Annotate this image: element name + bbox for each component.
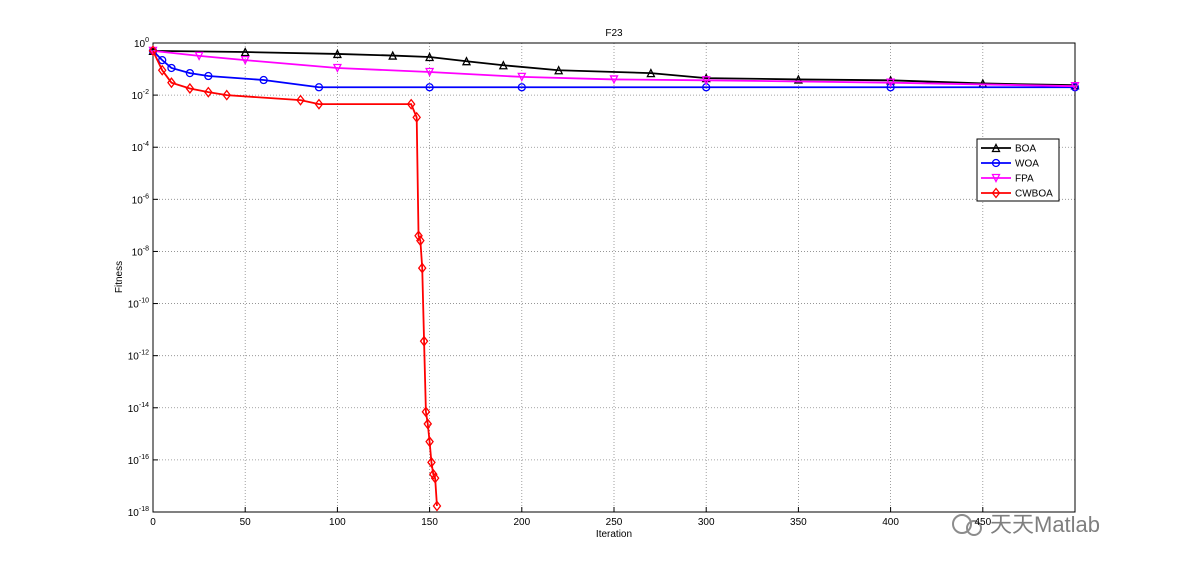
legend-marker: [991, 187, 1001, 199]
marker: [646, 68, 656, 78]
y-tick-label: 10-12: [128, 350, 149, 363]
series-line: [152, 49, 1076, 88]
y-tick-label: 100: [134, 37, 149, 50]
x-tick-label: 50: [240, 517, 252, 528]
legend-label: CWBOA: [1015, 189, 1053, 200]
marker: [416, 235, 425, 247]
x-axis-label: Iteration: [596, 529, 632, 540]
y-tick-label: 10-10: [128, 298, 149, 311]
series-line: [152, 50, 1075, 89]
chart-title: F23: [605, 28, 623, 39]
marker: [427, 456, 436, 468]
marker: [167, 63, 176, 73]
marker: [406, 98, 416, 110]
marker: [793, 74, 803, 84]
legend-label: WOA: [1015, 159, 1039, 170]
y-tick-label: 10-2: [132, 89, 149, 102]
marker: [886, 83, 895, 92]
marker: [259, 75, 268, 85]
marker: [1070, 82, 1080, 92]
marker: [609, 75, 619, 85]
marker: [425, 83, 434, 92]
series-line: [152, 50, 438, 507]
y-tick-label: 10-14: [128, 402, 149, 415]
x-tick-label: 150: [421, 517, 438, 528]
marker: [203, 86, 213, 98]
marker: [421, 406, 431, 418]
marker: [148, 45, 158, 57]
x-tick-label: 250: [606, 517, 623, 528]
marker: [222, 89, 232, 101]
marker: [185, 82, 195, 95]
legend-box: [976, 138, 1060, 202]
marker: [517, 72, 527, 82]
x-tick-label: 0: [150, 517, 156, 528]
series: [148, 46, 1080, 92]
legend-label: FPA: [1015, 174, 1034, 185]
marker: [425, 67, 435, 77]
watermark-text: 天天Matlab: [990, 512, 1100, 537]
y-tick-label: 10-8: [132, 245, 149, 258]
legend: BOA WOA FPA CWBOA: [976, 138, 1060, 202]
marker: [412, 111, 422, 123]
marker: [461, 56, 472, 66]
series: [148, 45, 1080, 90]
marker: [554, 65, 564, 75]
legend-marker: [991, 173, 1001, 183]
series-line: [152, 49, 1076, 87]
marker: [428, 468, 438, 480]
watermark-icon: [952, 514, 972, 534]
marker: [417, 262, 427, 274]
y-tick-label: 10-6: [132, 193, 149, 206]
marker: [701, 73, 711, 83]
marker: [314, 98, 324, 110]
y-tick-label: 10-16: [128, 454, 149, 467]
marker: [419, 335, 429, 347]
x-tick-label: 400: [882, 517, 899, 528]
marker: [314, 83, 324, 92]
x-tick-label: 350: [790, 517, 807, 528]
marker: [414, 230, 423, 242]
x-tick-label: 100: [329, 517, 346, 528]
watermark: 天天Matlab: [952, 512, 1100, 537]
x-tick-label: 300: [698, 517, 715, 528]
legend-label: BOA: [1015, 144, 1036, 155]
marker: [388, 50, 398, 60]
marker: [296, 94, 305, 106]
series: [148, 45, 442, 512]
marker: [240, 55, 250, 66]
marker: [701, 76, 711, 86]
legend-marker: [991, 158, 1001, 168]
marker: [517, 83, 526, 92]
marker: [886, 78, 896, 88]
axes-box: [152, 42, 1076, 513]
marker: [194, 51, 204, 61]
y-tick-label: 10-4: [132, 141, 149, 154]
marker: [332, 63, 342, 73]
marker: [432, 500, 442, 512]
marker: [240, 47, 250, 57]
watermark-icon: [966, 520, 982, 536]
marker: [167, 77, 176, 89]
marker: [498, 60, 508, 70]
y-tick-label: 10-18: [128, 506, 149, 519]
legend-marker: [991, 143, 1001, 153]
marker: [204, 71, 213, 81]
marker: [423, 418, 433, 430]
marker: [332, 48, 342, 59]
y-axis-label: Fitness: [114, 261, 125, 293]
marker: [425, 52, 435, 62]
marker: [185, 68, 195, 78]
marker: [430, 472, 440, 484]
marker: [157, 64, 167, 76]
x-tick-label: 450: [974, 517, 991, 528]
marker: [158, 55, 167, 65]
marker: [425, 436, 434, 448]
x-tick-label: 200: [513, 517, 530, 528]
